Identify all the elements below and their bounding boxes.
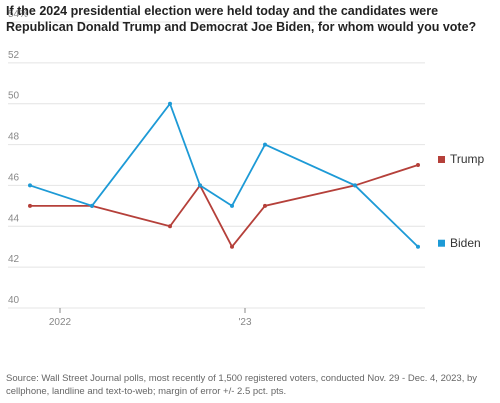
y-tick-label: 44 xyxy=(8,213,20,224)
series-line xyxy=(30,164,419,249)
point xyxy=(353,183,357,188)
y-tick-label: 54% xyxy=(8,9,28,20)
point xyxy=(90,203,94,208)
point xyxy=(263,142,267,147)
legend-swatch xyxy=(438,239,445,247)
point xyxy=(230,244,234,249)
y-tick-label: 42 xyxy=(8,254,20,265)
point xyxy=(198,183,202,188)
legend-label: Biden xyxy=(450,236,481,250)
point xyxy=(168,224,172,229)
point xyxy=(28,183,32,188)
point xyxy=(28,203,32,208)
point xyxy=(168,101,172,106)
point xyxy=(230,203,234,208)
chart-title: If the 2024 presidential election were h… xyxy=(6,4,477,34)
x-tick-label: '23 xyxy=(238,317,251,328)
y-tick-label: 40 xyxy=(8,295,20,306)
series-line xyxy=(29,101,419,248)
y-tick-label: 50 xyxy=(8,91,20,102)
legend-label: Trump xyxy=(450,152,485,166)
point xyxy=(416,163,420,167)
point xyxy=(416,244,420,249)
legend-swatch xyxy=(438,156,445,163)
point xyxy=(263,203,267,208)
x-tick-label: 2022 xyxy=(49,317,72,328)
source-note: Source: Wall Street Journal polls, most … xyxy=(6,373,478,397)
y-tick-label: 46 xyxy=(8,172,20,183)
y-tick-label: 48 xyxy=(8,132,20,143)
y-tick-label: 52 xyxy=(8,50,20,61)
